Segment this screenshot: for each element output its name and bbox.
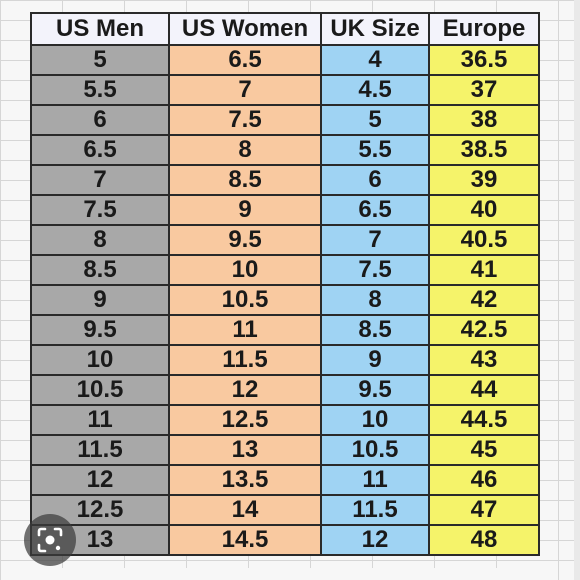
cell-europe: 37 bbox=[428, 74, 540, 106]
table-row: 10.5 12 9.5 44 bbox=[30, 374, 540, 406]
cell-us-men: 12 bbox=[30, 464, 170, 496]
cell-europe: 44.5 bbox=[428, 404, 540, 436]
cell-uk-size: 6.5 bbox=[320, 194, 430, 226]
cell-europe: 46 bbox=[428, 464, 540, 496]
cell-us-women: 11.5 bbox=[168, 344, 322, 376]
cell-europe: 43 bbox=[428, 344, 540, 376]
cell-europe: 48 bbox=[428, 524, 540, 556]
cell-us-women: 12 bbox=[168, 374, 322, 406]
visual-search-button[interactable] bbox=[24, 514, 76, 566]
cell-uk-size: 4 bbox=[320, 44, 430, 76]
cell-us-men: 8.5 bbox=[30, 254, 170, 286]
cell-uk-size: 7.5 bbox=[320, 254, 430, 286]
cell-us-men: 9.5 bbox=[30, 314, 170, 346]
cell-uk-size: 4.5 bbox=[320, 74, 430, 106]
table-row: 9.5 11 8.5 42.5 bbox=[30, 314, 540, 346]
cell-uk-size: 12 bbox=[320, 524, 430, 556]
cell-us-women: 9.5 bbox=[168, 224, 322, 256]
cell-us-women: 10.5 bbox=[168, 284, 322, 316]
shoe-size-conversion-table: US Men US Women UK Size Europe 5 6.5 4 36.5… bbox=[30, 12, 540, 556]
cell-uk-size: 8.5 bbox=[320, 314, 430, 346]
cell-uk-size: 10.5 bbox=[320, 434, 430, 466]
cell-us-women: 9 bbox=[168, 194, 322, 226]
cell-us-women: 14.5 bbox=[168, 524, 322, 556]
cell-europe: 39 bbox=[428, 164, 540, 196]
cell-uk-size: 7 bbox=[320, 224, 430, 256]
scrollbar-track[interactable] bbox=[574, 0, 580, 580]
cell-uk-size: 9 bbox=[320, 344, 430, 376]
cell-uk-size: 5.5 bbox=[320, 134, 430, 166]
table-row: 12.5 14 11.5 47 bbox=[30, 494, 540, 526]
cell-us-men: 5.5 bbox=[30, 74, 170, 106]
cell-us-men: 11.5 bbox=[30, 434, 170, 466]
cell-europe: 41 bbox=[428, 254, 540, 286]
table-row: 11.5 13 10.5 45 bbox=[30, 434, 540, 466]
visual-search-icon bbox=[37, 527, 63, 553]
cell-us-men: 7.5 bbox=[30, 194, 170, 226]
cell-europe: 47 bbox=[428, 494, 540, 526]
cell-europe: 45 bbox=[428, 434, 540, 466]
cropped-table-edge bbox=[30, 568, 550, 580]
cell-us-men: 5 bbox=[30, 44, 170, 76]
cell-uk-size: 9.5 bbox=[320, 374, 430, 406]
table-row: 8 9.5 7 40.5 bbox=[30, 224, 540, 256]
cell-europe: 40 bbox=[428, 194, 540, 226]
cell-europe: 44 bbox=[428, 374, 540, 406]
cell-europe: 40.5 bbox=[428, 224, 540, 256]
table-row: 6.5 8 5.5 38.5 bbox=[30, 134, 540, 166]
cell-uk-size: 11 bbox=[320, 464, 430, 496]
cell-us-women: 6.5 bbox=[168, 44, 322, 76]
table-row: 10 11.5 9 43 bbox=[30, 344, 540, 376]
cell-us-men: 11 bbox=[30, 404, 170, 436]
cell-uk-size: 10 bbox=[320, 404, 430, 436]
cell-us-women: 12.5 bbox=[168, 404, 322, 436]
table-row: 6 7.5 5 38 bbox=[30, 104, 540, 136]
header-europe: Europe bbox=[428, 12, 540, 46]
cell-us-women: 13.5 bbox=[168, 464, 322, 496]
cell-us-women: 8 bbox=[168, 134, 322, 166]
header-uk-size: UK Size bbox=[320, 12, 430, 46]
cell-us-men: 7 bbox=[30, 164, 170, 196]
header-row: US Men US Women UK Size Europe bbox=[30, 12, 540, 46]
header-us-men: US Men bbox=[30, 12, 170, 46]
cell-europe: 38 bbox=[428, 104, 540, 136]
cell-us-men: 9 bbox=[30, 284, 170, 316]
cell-us-men: 6.5 bbox=[30, 134, 170, 166]
cell-us-women: 11 bbox=[168, 314, 322, 346]
cell-us-men: 8 bbox=[30, 224, 170, 256]
cell-us-men: 10 bbox=[30, 344, 170, 376]
table-row: 7 8.5 6 39 bbox=[30, 164, 540, 196]
table-row: 11 12.5 10 44.5 bbox=[30, 404, 540, 436]
cell-europe: 42 bbox=[428, 284, 540, 316]
table-row: 5.5 7 4.5 37 bbox=[30, 74, 540, 106]
cell-us-men: 6 bbox=[30, 104, 170, 136]
table-row: 8.5 10 7.5 41 bbox=[30, 254, 540, 286]
size-rows: 5 6.5 4 36.5 5.5 7 4.5 37 6 7.5 5 38 6.5 8 5.5 38.5 7 8.5… bbox=[30, 44, 540, 556]
table-row: 5 6.5 4 36.5 bbox=[30, 44, 540, 76]
table-row: 13 14.5 12 48 bbox=[30, 524, 540, 556]
cell-us-women: 7.5 bbox=[168, 104, 322, 136]
cell-europe: 36.5 bbox=[428, 44, 540, 76]
cell-uk-size: 8 bbox=[320, 284, 430, 316]
header-us-women: US Women bbox=[168, 12, 322, 46]
table-row: 12 13.5 11 46 bbox=[30, 464, 540, 496]
cell-us-men: 10.5 bbox=[30, 374, 170, 406]
cell-europe: 42.5 bbox=[428, 314, 540, 346]
cell-uk-size: 5 bbox=[320, 104, 430, 136]
cell-us-women: 14 bbox=[168, 494, 322, 526]
cell-uk-size: 6 bbox=[320, 164, 430, 196]
cell-us-women: 7 bbox=[168, 74, 322, 106]
cell-us-women: 10 bbox=[168, 254, 322, 286]
table-row: 9 10.5 8 42 bbox=[30, 284, 540, 316]
table-row: 7.5 9 6.5 40 bbox=[30, 194, 540, 226]
cell-us-women: 13 bbox=[168, 434, 322, 466]
cell-uk-size: 11.5 bbox=[320, 494, 430, 526]
cell-europe: 38.5 bbox=[428, 134, 540, 166]
cell-us-women: 8.5 bbox=[168, 164, 322, 196]
